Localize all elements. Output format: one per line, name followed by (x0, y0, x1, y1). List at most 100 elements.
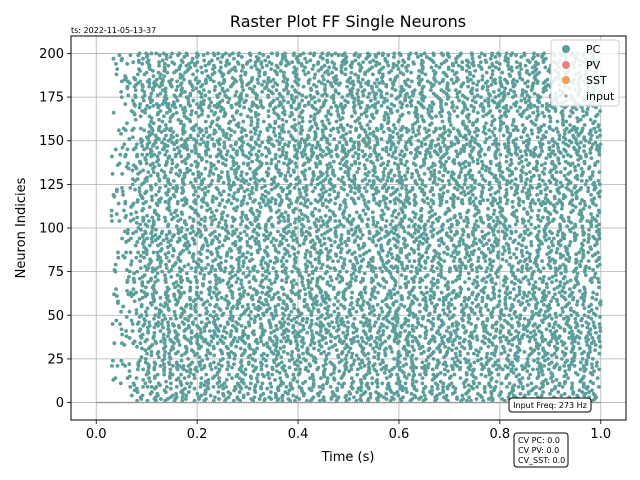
spike-dot-pc (384, 363, 389, 368)
spike-dot-pc (383, 224, 388, 229)
spike-dot-pc (494, 222, 499, 227)
spike-dot-pc (211, 194, 216, 199)
spike-dot-pc (274, 313, 279, 318)
spike-dot-pc (138, 222, 143, 227)
spike-dot-pc (297, 370, 302, 375)
spike-dot-pc (449, 196, 453, 201)
spike-dot-pc (370, 210, 375, 215)
spike-dot-pc (498, 329, 503, 333)
spike-dot-pc (365, 336, 370, 340)
spike-dot-pc (349, 376, 354, 381)
spike-dot-pc (494, 367, 499, 372)
spike-dot-pc (323, 336, 328, 340)
spike-dot-pc (246, 334, 251, 339)
spike-dot-pc (560, 350, 565, 354)
spike-dot-pc (581, 363, 586, 368)
spike-dot-pc (537, 329, 541, 333)
spike-dot-pc (512, 252, 516, 257)
spike-dot-pc (478, 346, 483, 351)
spike-dot-pc (168, 337, 173, 342)
spike-dot-pc (238, 222, 243, 227)
spike-dot-pc (138, 266, 143, 271)
spike-dot-pc (372, 362, 377, 367)
spike-dot-pc (451, 288, 456, 293)
spike-dot-pc (297, 243, 302, 248)
spike-dot-pc (520, 243, 524, 248)
spike-dot-pc (395, 372, 399, 377)
spike-dot-pc (344, 398, 349, 403)
spike-dot-pc (550, 379, 555, 384)
spike-dot-pc (381, 276, 386, 281)
spike-dot-pc (292, 376, 297, 381)
spike-dot-pc (195, 332, 199, 337)
spike-dot-pc (436, 329, 440, 333)
spike-dot-pc (186, 240, 190, 244)
spike-dot-pc (560, 306, 565, 311)
spike-dot-pc (217, 276, 222, 281)
spike-dot-pc (286, 217, 291, 222)
spike-dot-pc (358, 377, 363, 382)
spike-dot-pc (168, 243, 173, 248)
spike-dot-pc (127, 336, 132, 340)
spike-dot-pc (138, 259, 143, 264)
spike-dot-pc (317, 343, 322, 347)
spike-dot-pc (351, 217, 356, 222)
spike-dot-pc (353, 185, 358, 190)
spike-dot-pc (367, 322, 372, 326)
spike-dot-pc (554, 315, 559, 319)
spike-dot-pc (324, 247, 329, 251)
spike-dot-pc (168, 386, 173, 391)
spike-dot-pc (537, 323, 542, 328)
spike-dot-pc (528, 330, 533, 335)
spike-dot-pc (414, 357, 419, 361)
spike-dot-pc (298, 178, 302, 183)
spike-dot-pc (180, 398, 185, 403)
spike-dot-pc (381, 212, 386, 216)
spike-dot-pc (114, 212, 119, 216)
spike-dot-pc (324, 357, 329, 361)
spike-dot-pc (547, 220, 551, 225)
spike-dot-pc (323, 213, 328, 218)
spike-dot-pc (472, 367, 476, 372)
spike-dot-pc (395, 358, 400, 363)
spike-dot-pc (217, 220, 222, 225)
spike-dot-pc (394, 215, 399, 220)
spike-dot-pc (378, 266, 383, 271)
spike-dot-pc (279, 360, 284, 365)
spike-dot-pc (534, 344, 539, 349)
spike-dot-pc (375, 302, 380, 307)
spike-dot-pc (404, 386, 408, 391)
spike-dot-pc (166, 250, 171, 255)
spike-dot-pc (137, 185, 142, 190)
spike-dot-pc (548, 329, 553, 333)
spike-dot-pc (354, 274, 359, 279)
spike-dot-pc (362, 271, 367, 276)
spike-dot-pc (349, 384, 354, 389)
spike-dot-pc (248, 269, 252, 274)
spike-dot-pc (552, 344, 557, 349)
spike-dot-pc (412, 198, 417, 202)
spike-dot-pc (470, 301, 475, 305)
spike-dot-pc (471, 351, 476, 356)
spike-dot-pc (377, 329, 382, 333)
spike-dot-pc (484, 302, 489, 307)
spike-dot-pc (304, 229, 309, 234)
spike-dot-pc (368, 325, 373, 330)
spike-dot-pc (527, 290, 532, 295)
spike-dot-pc (173, 297, 178, 302)
spike-dot-pc (349, 227, 354, 232)
spike-dot-pc (284, 327, 289, 332)
spike-dot-pc (507, 381, 512, 386)
spike-dot-pc (255, 346, 260, 351)
spike-dot-pc (242, 194, 247, 199)
spike-dot-pc (244, 384, 249, 389)
spike-dot-pc (543, 182, 548, 187)
spike-dot-pc (327, 208, 332, 213)
spike-dot-pc (588, 379, 593, 384)
spike-dot-pc (362, 241, 366, 246)
spike-dot-pc (143, 309, 148, 314)
spike-dot-pc (293, 255, 298, 260)
spike-dot-pc (579, 259, 584, 264)
spike-dot-pc (440, 227, 445, 232)
spike-dot-pc (372, 285, 377, 290)
